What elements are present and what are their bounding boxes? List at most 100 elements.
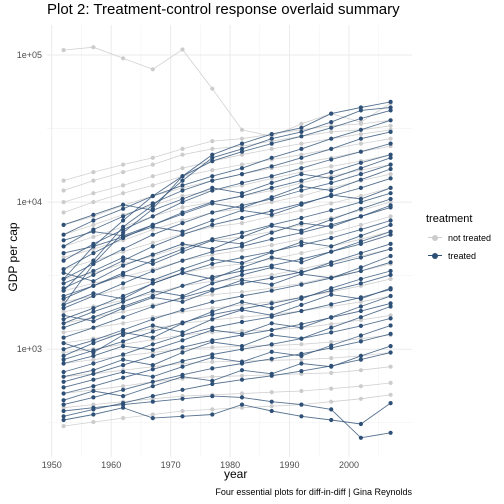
data-point: [329, 339, 334, 345]
data-point: [299, 193, 304, 199]
data-point: [358, 233, 363, 238]
data-point: [358, 177, 363, 182]
data-point: [91, 306, 96, 311]
data-point: [180, 229, 185, 234]
data-point: [61, 200, 66, 205]
data-point: [91, 170, 96, 175]
data-point: [239, 307, 245, 312]
series-line: [63, 101, 391, 306]
data-point: [180, 414, 185, 419]
data-point: [299, 237, 304, 242]
data-point: [329, 370, 334, 375]
data-point: [239, 344, 245, 349]
data-point: [121, 363, 126, 368]
data-point: [299, 388, 304, 394]
data-point: [150, 214, 155, 219]
data-point: [91, 258, 96, 263]
data-point: [239, 206, 245, 211]
data-point: [91, 315, 96, 320]
data-point: [91, 212, 96, 217]
data-point: [121, 56, 126, 61]
data-point: [61, 424, 66, 429]
series-line: [63, 164, 391, 280]
data-point: [269, 408, 274, 414]
data-point: [210, 238, 215, 243]
x-tick-label: 1980: [220, 460, 240, 470]
data-point: [150, 268, 155, 274]
data-point: [329, 217, 334, 222]
data-point: [121, 202, 126, 207]
data-point: [150, 367, 155, 372]
data-point: [61, 325, 66, 330]
data-point: [121, 387, 126, 392]
data-point: [299, 178, 304, 183]
data-point: [61, 402, 66, 407]
data-point: [150, 155, 155, 160]
data-point: [329, 386, 334, 391]
data-point: [388, 172, 393, 177]
data-point: [210, 359, 215, 364]
data-point: [239, 136, 245, 141]
data-point: [269, 208, 274, 214]
data-point: [210, 292, 215, 297]
data-point: [210, 309, 215, 314]
data-point: [388, 268, 393, 274]
data-point: [61, 244, 66, 249]
data-point: [210, 146, 215, 151]
series-layer: [61, 45, 393, 440]
data-point: [210, 378, 215, 383]
series-line: [63, 119, 391, 181]
data-point: [61, 306, 66, 311]
data-point: [121, 352, 126, 357]
data-point: [61, 408, 66, 414]
data-point: [239, 241, 245, 246]
data-point: [91, 377, 96, 382]
series-treated: [61, 253, 393, 324]
series-line: [63, 187, 391, 270]
data-point: [180, 196, 185, 202]
data-point: [388, 196, 393, 202]
data-point: [358, 121, 363, 126]
data-point: [121, 405, 126, 410]
data-point: [180, 205, 185, 210]
data-point: [91, 341, 96, 346]
data-point: [210, 407, 215, 412]
series-line: [63, 231, 391, 303]
data-point: [91, 353, 96, 358]
series-line: [63, 402, 391, 425]
data-point: [61, 255, 66, 260]
data-point: [61, 317, 66, 322]
data-point: [239, 265, 245, 270]
data-point: [239, 328, 245, 334]
series-line: [63, 157, 391, 226]
data-point: [239, 141, 245, 146]
data-point: [388, 176, 393, 181]
data-point: [210, 327, 215, 333]
data-point: [180, 359, 185, 364]
data-point: [388, 276, 393, 282]
data-point: [329, 180, 334, 185]
data-point: [358, 268, 363, 274]
series-treated: [61, 203, 393, 286]
legend-title: treatment: [426, 213, 473, 225]
data-point: [91, 361, 96, 366]
data-point: [329, 146, 334, 151]
data-point: [61, 347, 66, 352]
data-point: [388, 203, 393, 208]
data-point: [269, 212, 274, 217]
data-point: [150, 412, 155, 417]
data-point: [299, 322, 304, 327]
series-line: [63, 270, 391, 357]
series-treated: [61, 268, 393, 358]
series-line: [63, 154, 391, 270]
data-point: [150, 278, 155, 283]
data-point: [61, 414, 66, 419]
series-line: [63, 295, 391, 364]
data-point: [388, 331, 393, 336]
data-point: [358, 141, 363, 146]
data-point: [388, 200, 393, 205]
data-point: [180, 241, 185, 246]
data-point: [210, 281, 215, 286]
data-point: [61, 267, 66, 272]
data-point: [299, 155, 304, 160]
